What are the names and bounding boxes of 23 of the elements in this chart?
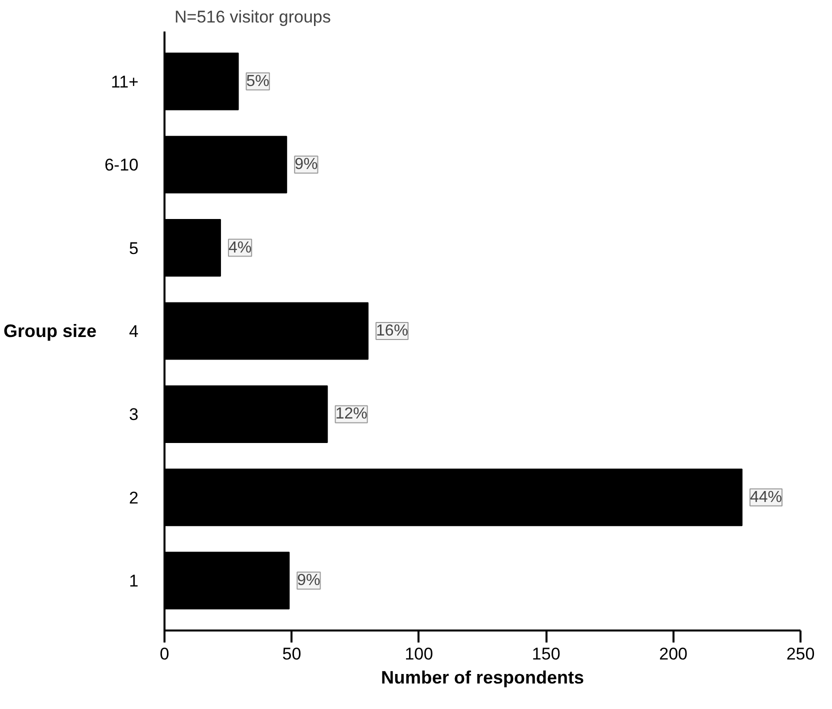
y-tick-label: 5: [129, 238, 139, 258]
annotation: 44%: [750, 488, 782, 506]
x-tick-label: 50: [282, 644, 302, 664]
x-tick-label: 100: [404, 644, 434, 664]
annotation: 9%: [297, 572, 320, 590]
annotation: 16%: [376, 322, 408, 340]
y-tick-label: 1: [129, 572, 139, 591]
y-tick-label: 6-10: [104, 156, 139, 175]
annotation: 4%: [228, 239, 252, 256]
chart-title: N=516 visitor groups: [174, 8, 331, 26]
y-tick-label: 4: [129, 322, 139, 341]
y-tick-label: 3: [129, 405, 139, 424]
annotation: 12%: [335, 406, 368, 423]
x-tick-label: 150: [532, 644, 560, 664]
y-tick-label: 11+: [110, 72, 139, 92]
x-tick-label: 200: [659, 644, 688, 664]
annotation: 9%: [294, 156, 318, 174]
y-axis-title: Group size: [3, 321, 96, 341]
annotation: 5%: [246, 72, 270, 90]
y-tick-label: 2: [129, 488, 139, 508]
x-tick-label: 250: [786, 644, 815, 664]
x-axis-title: Number of respondents: [380, 668, 584, 688]
x-tick-label: 0: [160, 644, 170, 664]
